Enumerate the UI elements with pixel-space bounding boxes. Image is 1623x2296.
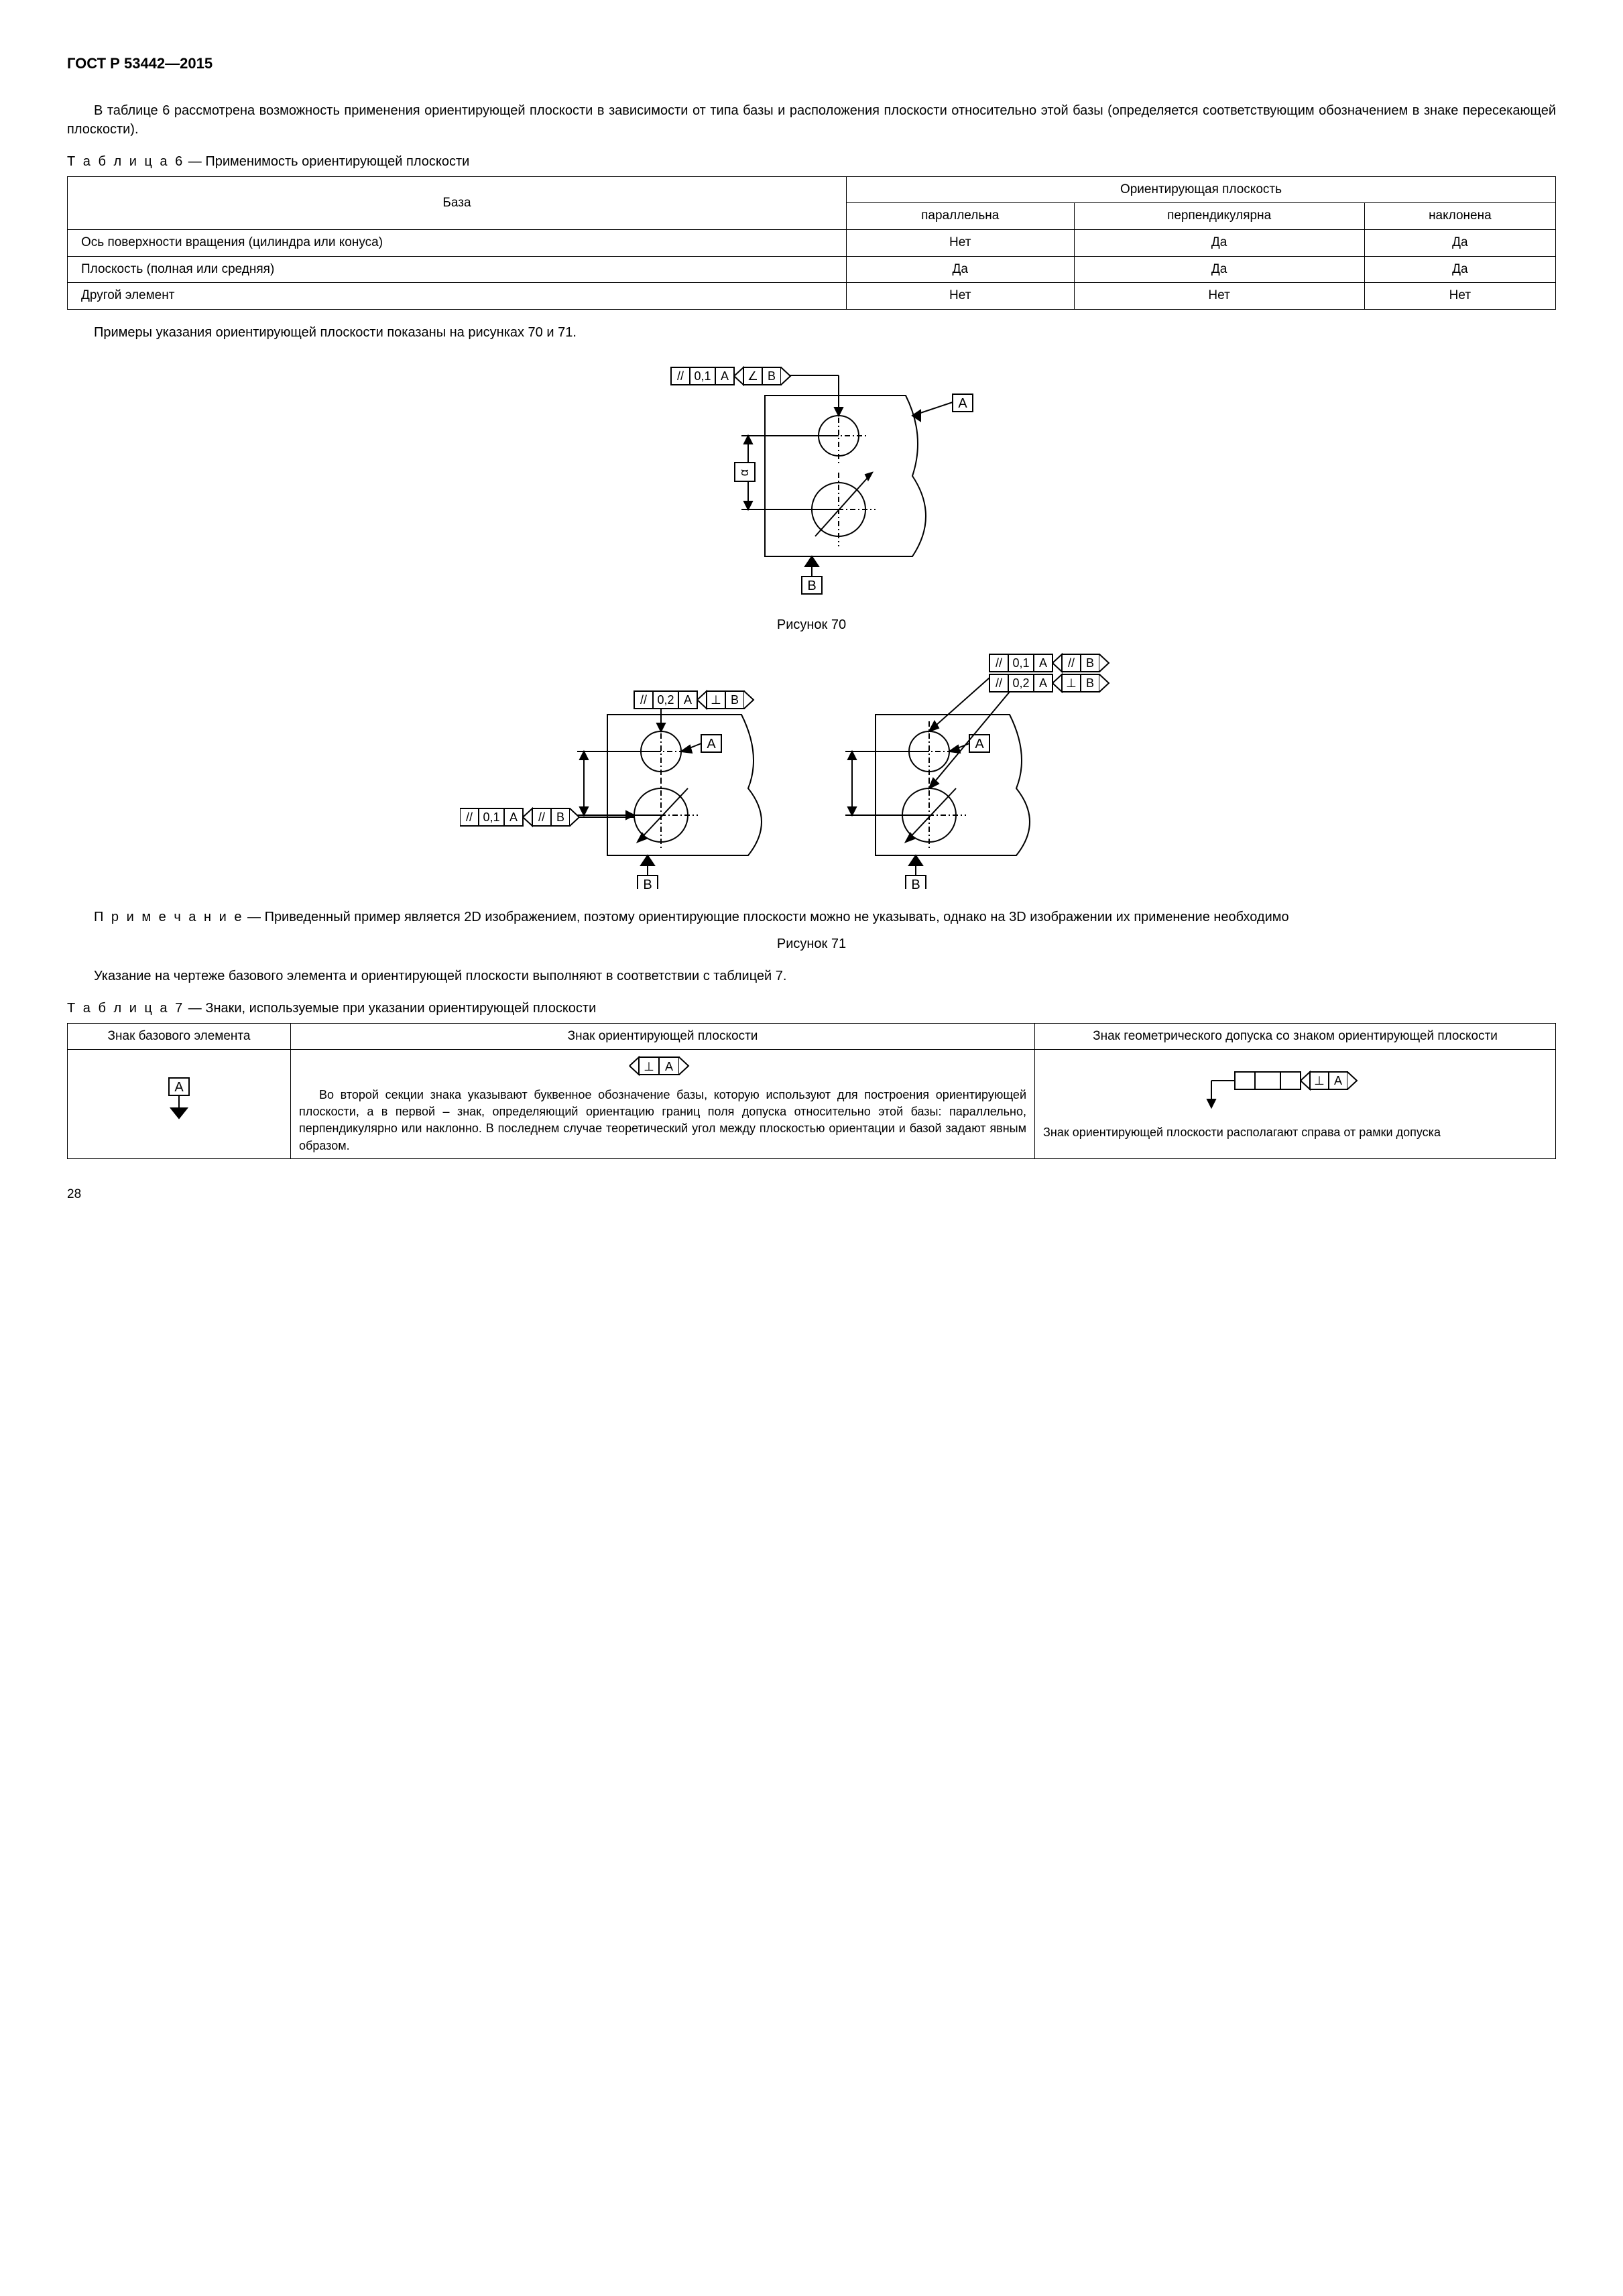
- figure-71-caption: Рисунок 71: [67, 934, 1556, 953]
- svg-text:⊥: ⊥: [1314, 1074, 1325, 1087]
- table6-cell: Да: [1074, 256, 1364, 283]
- svg-text:B: B: [1085, 676, 1093, 690]
- table-row: Другой элемент Нет Нет Нет: [68, 283, 1556, 310]
- page-header: ГОСТ Р 53442—2015: [67, 54, 1556, 74]
- svg-text:B: B: [807, 579, 816, 593]
- page-number: 28: [67, 1186, 1556, 1204]
- table6-cell: Плоскость (полная или средняя): [68, 256, 847, 283]
- table7-caption-text: Знаки, используемые при указании ориенти…: [205, 1001, 596, 1016]
- table7-th3: Знак геометрического допуска со знаком о…: [1035, 1023, 1556, 1050]
- note-sep: —: [243, 910, 264, 924]
- note-text: Приведенный пример является 2D изображен…: [265, 910, 1289, 924]
- table-row: Ось поверхности вращения (цилиндра или к…: [68, 229, 1556, 256]
- table7-caption-sep: —: [184, 1001, 205, 1016]
- svg-text://: //: [465, 810, 472, 824]
- svg-text:0,1: 0,1: [694, 369, 711, 383]
- svg-text:B: B: [730, 693, 738, 707]
- paragraph-2: Примеры указания ориентирующей плоскости…: [67, 323, 1556, 342]
- svg-text:B: B: [643, 878, 652, 889]
- svg-text:A: A: [683, 693, 691, 707]
- table6-caption-sep: —: [184, 154, 205, 169]
- paragraph-1: В таблице 6 рассмотрена возможность прим…: [67, 101, 1556, 139]
- table-row: A ⊥ A Во второй: [68, 1050, 1556, 1158]
- table6-cell: Нет: [846, 283, 1074, 310]
- note-prefix: П р и м е ч а н и е: [94, 910, 243, 924]
- table6-th-sub0: параллельна: [846, 203, 1074, 230]
- svg-text:⊥: ⊥: [1066, 676, 1077, 690]
- table7-th1: Знак базового элемента: [68, 1023, 291, 1050]
- paragraph-3: Указание на чертеже базового элемента и …: [67, 967, 1556, 985]
- figure-70: A B // 0,1 A ∠ B: [67, 355, 1556, 602]
- table7: Знак базового элемента Знак ориентирующе…: [67, 1023, 1556, 1159]
- svg-text:0,1: 0,1: [1012, 656, 1029, 670]
- svg-text:α: α: [737, 469, 751, 476]
- figure-71: A B // 0,2 A ⊥: [67, 648, 1556, 894]
- table7-cell2-text: Во второй секции знака указывают буквенн…: [299, 1087, 1026, 1154]
- table6-cell: Да: [1364, 256, 1555, 283]
- svg-text:A: A: [1038, 676, 1046, 690]
- svg-text:A: A: [1038, 656, 1046, 670]
- table6-th-base: База: [68, 176, 847, 229]
- svg-text:B: B: [767, 369, 775, 383]
- table7-cell3: ⊥ A Знак ориентирующей плоскости распола…: [1035, 1050, 1556, 1158]
- svg-text://: //: [995, 656, 1002, 670]
- svg-text:⊥: ⊥: [711, 693, 721, 707]
- svg-text://: //: [995, 676, 1002, 690]
- table6-caption-text: Применимость ориентирующей плоскости: [205, 154, 469, 169]
- table6-cell: Да: [846, 256, 1074, 283]
- table6-th-sub2: наклонена: [1364, 203, 1555, 230]
- svg-text:0,1: 0,1: [483, 810, 499, 824]
- svg-text://: //: [676, 369, 683, 383]
- figure-70-caption: Рисунок 70: [67, 615, 1556, 634]
- table7-caption: Т а б л и ц а 7 — Знаки, используемые пр…: [67, 999, 1556, 1018]
- svg-text:A: A: [975, 737, 984, 751]
- svg-text:A: A: [509, 810, 517, 824]
- table7-cell1: A: [68, 1050, 291, 1158]
- table6-cell: Нет: [846, 229, 1074, 256]
- table6-th-sub1: перпендикулярна: [1074, 203, 1364, 230]
- table6-caption: Т а б л и ц а 6 — Применимость ориентиру…: [67, 152, 1556, 171]
- svg-text:∠: ∠: [747, 369, 758, 383]
- table-row: Плоскость (полная или средняя) Да Да Да: [68, 256, 1556, 283]
- table6-cell: Нет: [1364, 283, 1555, 310]
- svg-text:A: A: [958, 396, 967, 411]
- table6-cell: Ось поверхности вращения (цилиндра или к…: [68, 229, 847, 256]
- svg-text:A: A: [664, 1060, 672, 1073]
- svg-text:⊥: ⊥: [644, 1060, 654, 1073]
- table6-caption-prefix: Т а б л и ц а 6: [67, 154, 184, 169]
- svg-text://: //: [640, 693, 646, 707]
- table7-th2: Знак ориентирующей плоскости: [291, 1023, 1035, 1050]
- svg-text:A: A: [720, 369, 728, 383]
- table6: База Ориентирующая плоскость параллельна…: [67, 176, 1556, 310]
- table6-cell: Другой элемент: [68, 283, 847, 310]
- svg-text:B: B: [911, 878, 920, 889]
- svg-text:A: A: [1334, 1074, 1342, 1087]
- svg-text:A: A: [707, 737, 716, 751]
- table7-cell2: ⊥ A Во второй секции знака указывают бук…: [291, 1050, 1035, 1158]
- svg-text:B: B: [1085, 656, 1093, 670]
- svg-text:A: A: [174, 1080, 184, 1095]
- svg-text:B: B: [556, 810, 564, 824]
- table6-th-group: Ориентирующая плоскость: [846, 176, 1555, 203]
- table7-caption-prefix: Т а б л и ц а 7: [67, 1001, 184, 1016]
- note: П р и м е ч а н и е — Приведенный пример…: [67, 908, 1556, 926]
- table7-cell3-text: Знак ориентирующей плоскости располагают…: [1043, 1124, 1547, 1141]
- table6-cell: Нет: [1074, 283, 1364, 310]
- svg-text:0,2: 0,2: [657, 693, 674, 707]
- svg-text://: //: [1067, 656, 1074, 670]
- table6-cell: Да: [1364, 229, 1555, 256]
- svg-text://: //: [538, 810, 544, 824]
- svg-text:0,2: 0,2: [1012, 676, 1029, 690]
- table6-cell: Да: [1074, 229, 1364, 256]
